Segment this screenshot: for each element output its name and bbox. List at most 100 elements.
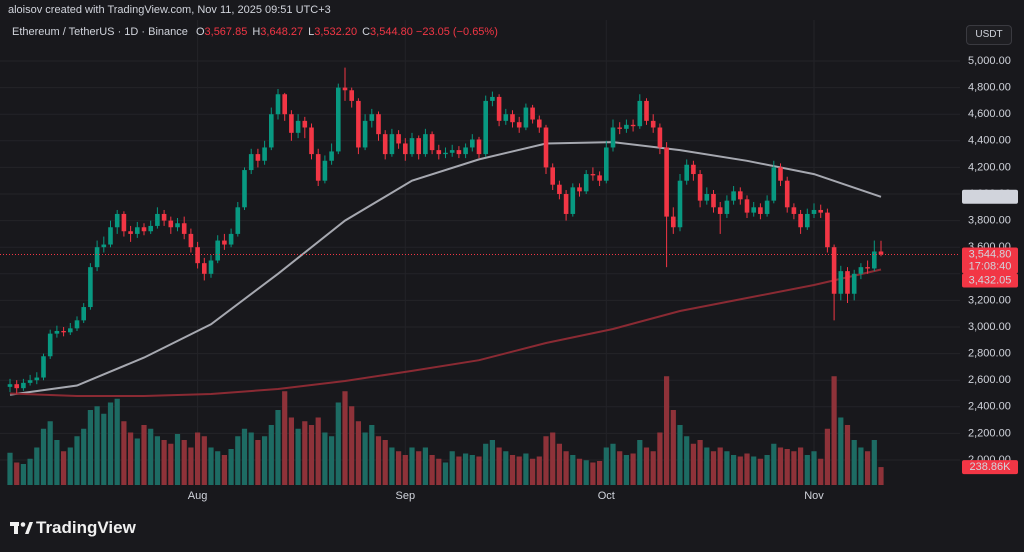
candle-body	[7, 384, 13, 387]
candle-body	[684, 164, 689, 181]
volume-bar	[650, 451, 656, 485]
ohlc-label: C	[362, 26, 371, 38]
candle-body	[510, 114, 515, 123]
volume-bar	[81, 428, 87, 485]
candle-body	[496, 96, 502, 121]
volume-bar	[382, 440, 388, 485]
candle-body	[208, 260, 214, 274]
candle-body	[617, 127, 622, 129]
candle-body	[443, 152, 448, 155]
volume-bar	[476, 456, 482, 485]
volume-bar	[456, 456, 462, 485]
moving-average	[9, 268, 882, 397]
volume-bar	[168, 443, 174, 485]
y-tick-label: 4,600.00	[968, 108, 1011, 120]
candle-body	[838, 271, 844, 294]
y-tick-label: 4,400.00	[968, 135, 1011, 147]
volume-bar	[536, 456, 542, 485]
volume-bar	[208, 447, 214, 485]
volume-bar	[188, 447, 194, 485]
volume-bar	[791, 451, 797, 485]
y-tick-label: 5,000.00	[968, 55, 1011, 67]
candle-body	[878, 251, 884, 255]
candle-body	[27, 380, 33, 383]
candle-body	[751, 207, 756, 213]
candle-body	[704, 194, 710, 201]
volume-bar	[221, 455, 227, 485]
volume-bar	[757, 458, 763, 485]
candle-body	[47, 333, 53, 357]
candle-body	[557, 184, 562, 195]
volume-bar	[851, 440, 857, 485]
volume-bar	[241, 428, 248, 485]
volume-bar	[27, 458, 33, 485]
y-tick-label: 4,800.00	[968, 82, 1011, 94]
volume-bar	[603, 447, 609, 485]
volume-bar	[871, 440, 877, 485]
candle-body	[342, 87, 348, 91]
candle-body	[664, 147, 669, 217]
volume-bar	[583, 460, 589, 485]
candle-body	[409, 138, 415, 155]
volume-bar	[751, 456, 757, 485]
ohlc-value: 3,544.80	[370, 26, 413, 38]
candle-body	[54, 330, 60, 334]
candle-body	[188, 233, 194, 248]
candle-body	[275, 94, 281, 115]
volume-bar	[509, 455, 516, 485]
volume-bar	[302, 421, 308, 485]
candle-body	[483, 100, 488, 155]
volume-bar	[248, 432, 254, 485]
candle-body	[235, 207, 241, 234]
countdown: 17:08:40	[969, 260, 1012, 272]
candle-body	[805, 213, 810, 228]
currency-button[interactable]: USDT	[966, 25, 1012, 45]
volume-bar	[818, 458, 824, 485]
volume-bar	[362, 432, 368, 485]
candle-body	[81, 307, 86, 321]
volume-bar	[798, 447, 804, 485]
candle-body	[302, 120, 308, 128]
volume-bar	[831, 376, 837, 485]
candle-body	[215, 240, 220, 261]
candle-body	[537, 119, 542, 128]
candle-body	[202, 263, 207, 274]
ohlc-value: 3,532.20	[314, 26, 358, 38]
candle-body	[758, 207, 763, 214]
volume-bar	[268, 425, 274, 485]
candle-body	[490, 96, 495, 101]
candle-body	[376, 114, 381, 135]
candle-body	[121, 213, 127, 232]
volume-bar	[590, 462, 596, 485]
volume-bar	[34, 447, 40, 485]
volume-bar	[7, 452, 13, 485]
volume-bar	[570, 455, 576, 485]
candle-body	[382, 134, 388, 155]
volume-bar	[322, 432, 328, 485]
volume-bar	[74, 436, 80, 485]
attribution: aloisov created with TradingView.com, No…	[8, 4, 331, 16]
volume-bar	[731, 455, 737, 485]
volume-bar	[67, 447, 73, 485]
x-tick-label: Nov	[804, 490, 824, 502]
volume-bar	[543, 436, 549, 485]
ohlc-label: L	[308, 26, 315, 38]
candle-body	[362, 120, 368, 148]
candle-body	[503, 114, 509, 121]
volume-bar	[389, 447, 395, 485]
candle-body	[630, 124, 636, 127]
volume-bar	[255, 440, 261, 485]
volume-bar	[530, 458, 536, 485]
candle-body	[825, 212, 830, 248]
volume-bar	[154, 436, 160, 485]
volume-bar	[858, 447, 864, 485]
candle-body	[771, 167, 777, 201]
ohlc-value: 3,567.85	[204, 26, 248, 38]
candle-body	[155, 213, 160, 226]
candle-body	[222, 240, 227, 245]
candle-body	[811, 209, 817, 214]
volume-bar	[677, 425, 683, 485]
x-tick-label: Sep	[396, 490, 416, 502]
volume-bar	[717, 447, 723, 485]
